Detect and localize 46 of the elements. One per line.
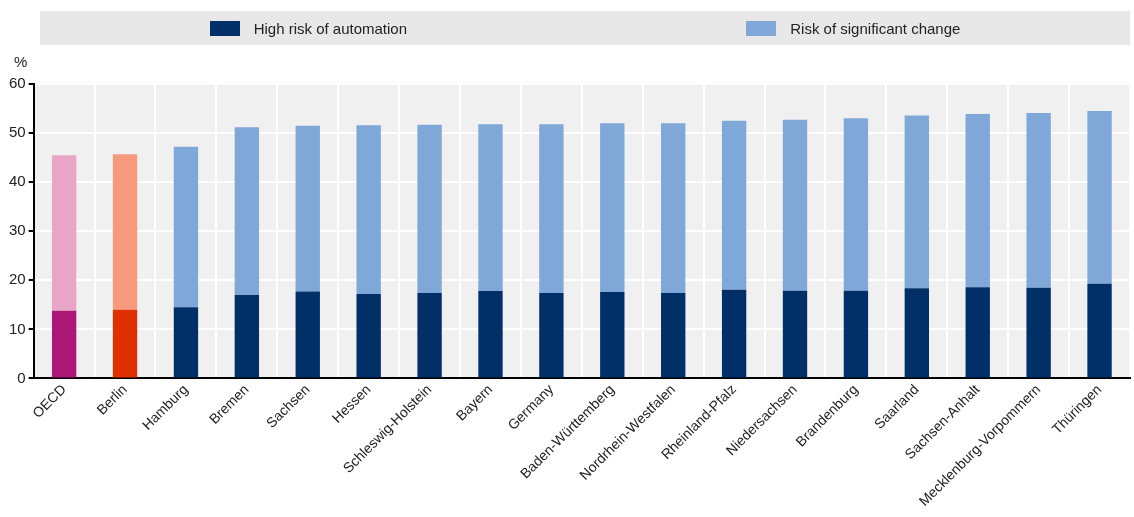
bar [661, 123, 686, 294]
y-tick-label: 60 [9, 74, 26, 92]
y-tick-label: 10 [9, 319, 26, 337]
bar [173, 307, 199, 378]
bar [539, 293, 564, 378]
legend-label: High risk of automation [253, 19, 408, 37]
bar [417, 293, 442, 378]
y-tick-label: 40 [9, 172, 26, 190]
bar [1087, 110, 1112, 284]
bar [600, 292, 625, 378]
bar [904, 115, 930, 289]
bar [478, 291, 503, 378]
bar [173, 146, 199, 308]
bar [782, 290, 808, 378]
bar [112, 154, 138, 310]
bar [965, 287, 990, 378]
y-tick-label: 30 [9, 221, 26, 239]
bar [904, 288, 930, 378]
bar [843, 118, 869, 291]
bar [234, 295, 260, 378]
bar [1026, 287, 1051, 378]
bar [661, 293, 686, 378]
bar [295, 291, 320, 378]
bar [965, 113, 990, 288]
y-axis-title: % [14, 52, 28, 70]
bar [356, 125, 381, 295]
bar [112, 309, 138, 378]
bar [843, 290, 869, 378]
bar [417, 124, 442, 294]
bar [600, 123, 625, 293]
bar [234, 127, 260, 296]
bar [478, 124, 503, 292]
bar [539, 124, 564, 294]
bar [356, 294, 381, 378]
y-tick-label: 20 [9, 270, 26, 288]
bar [51, 310, 77, 378]
y-tick-label: 50 [9, 123, 26, 141]
bar [51, 155, 77, 311]
legend-label: Risk of significant change [790, 19, 961, 37]
bar [1087, 283, 1112, 378]
bar [721, 289, 747, 378]
bar [782, 119, 808, 291]
y-tick-label: 0 [17, 368, 26, 386]
bar [721, 120, 747, 290]
bar [295, 125, 320, 292]
bar [1026, 112, 1051, 288]
